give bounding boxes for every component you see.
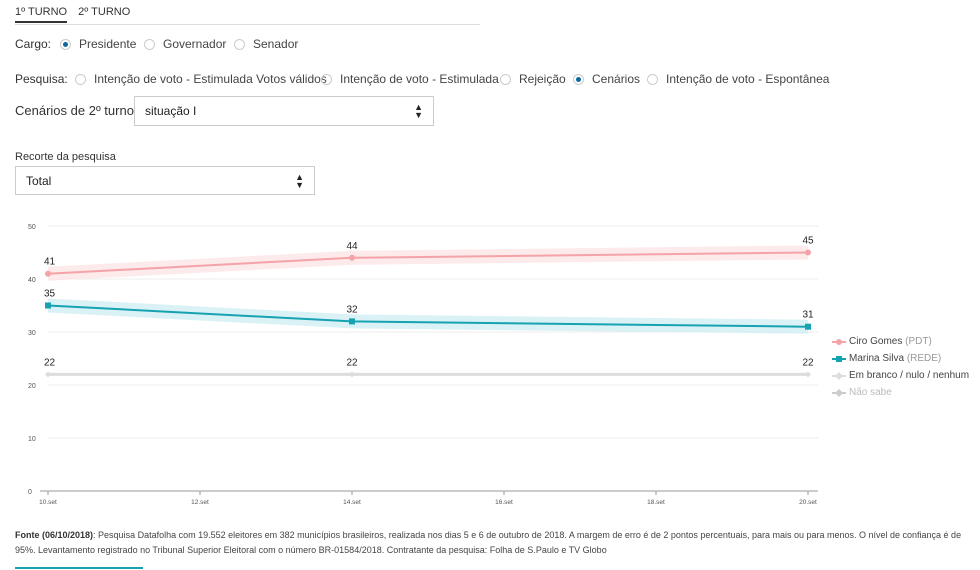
legend-diamond-icon [832,388,846,397]
data-point [349,254,355,261]
legend-item-marina[interactable]: Marina Silva (REDE) [832,353,941,364]
cargo-option-label: Senador [253,37,299,51]
data-label: 45 [802,236,814,247]
pesquisa-option-label: Intenção de voto - Estimulada Votos váli… [94,72,327,86]
radio-unchecked-icon [234,38,245,50]
legend-series-name: Em branco / nulo / nenhum [849,370,970,381]
radio-unchecked-icon [647,73,658,85]
data-label: 32 [346,304,358,315]
recorte-selected-value: Total [26,173,52,188]
radio-checked-icon [60,38,71,50]
data-label: 22 [346,357,358,368]
y-tick-label: 0 [28,489,32,496]
cargo-option-governador[interactable]: Governador [144,37,226,51]
y-tick-label: 40 [28,277,36,284]
sort-arrows-icon: ▲ ▼ [414,102,423,120]
legend-series-name: Não sabe [849,387,892,398]
radio-unchecked-icon [500,73,511,85]
pesquisa-option-label: Rejeição [519,72,566,86]
cargo-option-presidente[interactable]: Presidente [60,37,136,51]
cenarios-select[interactable]: situação I ▲ ▼ [134,96,434,126]
data-point [45,371,51,378]
legend-item-ciro[interactable]: Ciro Gomes (PDT) [832,336,932,347]
legend-circle-icon [832,338,846,345]
source-note: Fonte (06/10/2018): Pesquisa Datafolha c… [15,528,975,558]
y-tick-label: 20 [28,383,36,390]
x-tick-label: 18.set [647,499,665,506]
cargo-label: Cargo: [15,37,52,51]
legend-item-nao-sabe[interactable]: Não sabe [832,387,892,398]
tab-second-round[interactable]: 2º TURNO [78,6,131,18]
pesquisa-label: Pesquisa: [15,72,68,86]
data-point [45,302,51,309]
x-tick-label: 12.set [191,499,209,506]
data-label: 22 [802,357,814,368]
data-point [805,371,811,378]
pesquisa-option-label: Cenários [592,72,641,86]
pesquisa-option-label: Intenção de voto - Estimulada [340,72,499,86]
data-point [349,318,355,325]
tab-first-round[interactable]: 1º TURNO [15,6,68,23]
cargo-option-label: Governador [163,37,227,51]
legend-square-icon [832,355,846,362]
legend-series-party: (PDT) [905,336,932,347]
recorte-select[interactable]: Total ▲ ▼ [15,166,315,195]
sort-arrows-icon: ▲ ▼ [295,171,304,190]
x-tick-label: 10.set [39,499,57,506]
legend-series-name: Ciro Gomes [849,336,903,347]
legend-item-branco-nulo[interactable]: Em branco / nulo / nenhum [832,370,969,381]
y-tick-label: 30 [28,330,36,337]
pesquisa-option-estimulada-validos[interactable]: Intenção de voto - Estimulada Votos váli… [75,72,327,86]
data-label: 22 [44,357,56,368]
cargo-option-senador[interactable]: Senador [234,37,298,51]
pesquisa-option-rejeicao[interactable]: Rejeição [500,72,566,86]
x-tick-label: 16.set [495,499,513,506]
data-point [805,323,811,330]
confidence-band [48,298,808,334]
data-point [805,249,811,256]
radio-unchecked-icon [144,38,155,50]
round-tabs: 1º TURNO 2º TURNO [15,6,480,25]
pesquisa-option-cenarios[interactable]: Cenários [573,72,640,86]
recorte-label: Recorte da pesquisa [15,151,116,163]
confidence-band [48,245,808,281]
data-label: 31 [802,310,814,321]
data-label: 35 [44,289,56,300]
data-label: 44 [346,241,358,252]
data-point [45,270,51,277]
legend-diamond-icon [832,371,846,380]
pesquisa-option-label: Intenção de voto - Espontânea [666,72,830,86]
radio-unchecked-icon [75,73,86,85]
data-label: 41 [44,257,56,268]
cenarios-label: Cenários de 2º turno: [15,103,138,118]
y-tick-label: 10 [28,436,36,443]
legend-series-party: (REDE) [906,353,942,364]
cenarios-selected-value: situação I [145,104,197,118]
y-tick-label: 50 [28,224,36,231]
x-tick-label: 20.set [799,499,817,506]
source-label: Fonte (06/10/2018) [15,530,94,540]
radio-checked-icon [573,73,584,85]
legend-series-name: Marina Silva [849,353,905,364]
data-point [349,371,355,378]
line-chart: 41 44 45 35 32 31 22 22 22 0 10 20 30 40 50 10.set 12.s… [28,224,818,506]
x-tick-label: 14.set [343,499,361,506]
radio-unchecked-icon [321,73,332,85]
cargo-option-label: Presidente [79,37,137,51]
footer-accent-bar [15,567,143,569]
pesquisa-option-estimulada[interactable]: Intenção de voto - Estimulada [321,72,499,86]
pesquisa-option-espontanea[interactable]: Intenção de voto - Espontânea [647,72,829,86]
source-text: : Pesquisa Datafolha com 19.552 eleitore… [15,530,962,555]
